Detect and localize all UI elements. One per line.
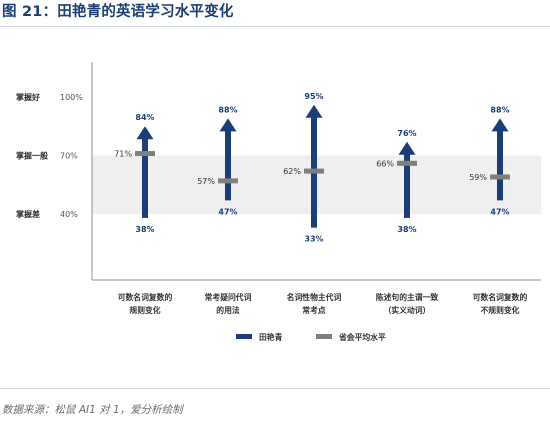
category-label: 规则变化	[129, 305, 160, 315]
end-value-label: 88%	[490, 105, 509, 114]
y-tick-level-label: 掌握一般	[16, 151, 48, 161]
title-divider	[0, 26, 550, 27]
source-note: 数据来源：松鼠 AI1 对 1，爱分析绘制	[2, 404, 183, 416]
category-label: 的用法	[216, 305, 240, 315]
average-marker	[218, 178, 238, 184]
category-label-layer: 可数名词复数的规则变化常考疑问代词的用法名词性物主代词常考点陈述句的主谓一致（实…	[118, 292, 528, 315]
footer-divider	[0, 388, 550, 389]
average-value-label: 62%	[283, 167, 301, 176]
average-value-label: 59%	[469, 173, 487, 182]
category-label: 不规则变化	[481, 305, 520, 315]
average-marker	[135, 151, 155, 157]
progress-arrow-shaft	[497, 129, 503, 201]
axes-layer	[91, 62, 541, 281]
average-marker	[490, 174, 510, 180]
progress-arrow-head	[398, 141, 416, 155]
progress-arrow-head	[136, 126, 154, 140]
chart: 掌握好 100% 掌握一般 70% 掌握差 40% 84% 38% 88% 47% 95% 33% 7…	[16, 62, 541, 342]
category-label: 常考疑问代词	[205, 292, 252, 302]
start-value-label: 33%	[304, 235, 323, 244]
legend: 田艳青 省会平均水平	[236, 332, 386, 342]
start-value-label: 47%	[490, 207, 509, 216]
average-value-label: 66%	[376, 159, 394, 168]
average-layer: 71% 57% 62% 66% 59%	[114, 150, 510, 186]
legend-swatch-average	[316, 334, 332, 339]
average-marker	[304, 168, 324, 174]
category-label: 可数名词复数的	[473, 292, 528, 302]
legend-swatch-student	[236, 334, 252, 339]
end-value-label: 84%	[135, 113, 154, 122]
progress-arrow-shaft	[142, 137, 148, 218]
average-marker	[397, 160, 417, 166]
legend-label-student: 田艳青	[259, 332, 283, 342]
category-label: 常考点	[302, 305, 326, 315]
start-value-label: 38%	[397, 225, 416, 234]
average-value-label: 71%	[114, 150, 132, 159]
end-value-label: 76%	[397, 129, 416, 138]
chart-title: 图 21：田艳青的英语学习水平变化	[2, 4, 234, 20]
y-tick-percent-label: 100%	[60, 93, 83, 102]
average-value-label: 57%	[197, 177, 215, 186]
category-label: 陈述句的主谓一致	[376, 292, 439, 302]
progress-arrow-shaft	[404, 152, 410, 218]
y-tick-level-label: 掌握好	[16, 92, 40, 102]
y-tick-percent-label: 40%	[60, 210, 78, 219]
progress-arrow-shaft	[225, 129, 231, 201]
category-label: 名词性物主代词	[287, 292, 342, 302]
category-label: （实义动词）	[384, 305, 431, 315]
progress-arrow-head	[305, 104, 323, 118]
start-value-label: 38%	[135, 225, 154, 234]
end-value-label: 88%	[218, 105, 237, 114]
progress-arrow-head	[219, 118, 237, 132]
y-tick-layer: 掌握好 100% 掌握一般 70% 掌握差 40%	[16, 92, 83, 219]
legend-label-average: 省会平均水平	[338, 332, 386, 342]
category-label: 可数名词复数的	[118, 292, 173, 302]
y-tick-level-label: 掌握差	[16, 209, 40, 219]
end-value-label: 95%	[304, 92, 323, 101]
start-value-label: 47%	[218, 207, 237, 216]
y-tick-percent-label: 70%	[60, 152, 78, 161]
progress-arrow-head	[491, 118, 509, 132]
